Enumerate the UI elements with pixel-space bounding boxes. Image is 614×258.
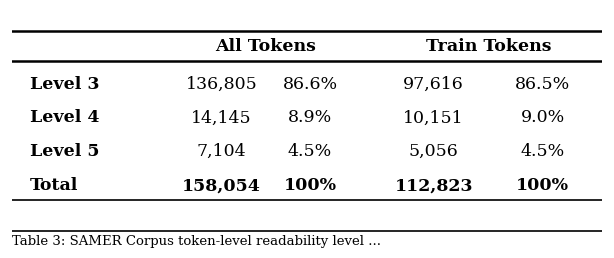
Text: Total: Total	[30, 178, 79, 195]
Text: Level 3: Level 3	[30, 76, 99, 93]
Text: Level 4: Level 4	[30, 109, 99, 126]
Text: 158,054: 158,054	[182, 178, 261, 195]
Text: 5,056: 5,056	[409, 143, 459, 160]
Text: 100%: 100%	[516, 178, 569, 195]
Text: 4.5%: 4.5%	[288, 143, 332, 160]
Text: 136,805: 136,805	[185, 76, 257, 93]
Text: Level 5: Level 5	[30, 143, 99, 160]
Text: Table 3: SAMER Corpus token-level readability level ...: Table 3: SAMER Corpus token-level readab…	[12, 235, 381, 248]
Text: Train Tokens: Train Tokens	[426, 37, 551, 54]
Text: 10,151: 10,151	[403, 109, 464, 126]
Text: 112,823: 112,823	[394, 178, 473, 195]
Text: 14,145: 14,145	[191, 109, 252, 126]
Text: 97,616: 97,616	[403, 76, 464, 93]
Text: 8.9%: 8.9%	[288, 109, 332, 126]
Text: 86.5%: 86.5%	[515, 76, 570, 93]
Text: 7,104: 7,104	[196, 143, 246, 160]
Text: All Tokens: All Tokens	[216, 37, 316, 54]
Text: 100%: 100%	[284, 178, 336, 195]
Text: 86.6%: 86.6%	[282, 76, 338, 93]
Text: 9.0%: 9.0%	[521, 109, 565, 126]
Text: 4.5%: 4.5%	[521, 143, 565, 160]
